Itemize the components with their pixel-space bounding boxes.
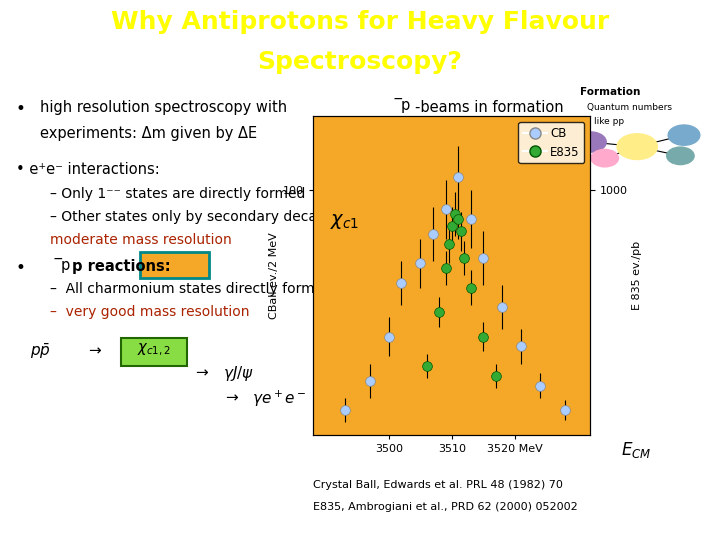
Text: – Other states only by secondary decays: – Other states only by secondary decays bbox=[50, 210, 333, 224]
Text: $\chi_{c1,2}$: $\chi_{c1,2}$ bbox=[137, 341, 171, 357]
Text: •: • bbox=[16, 259, 26, 278]
Text: Spectroscopy?: Spectroscopy? bbox=[258, 50, 462, 75]
Text: (beam cooling): (beam cooling) bbox=[369, 126, 483, 141]
Circle shape bbox=[575, 132, 606, 152]
Text: $\chi_{c1}$: $\chi_{c1}$ bbox=[330, 212, 359, 231]
Text: beam: beam bbox=[337, 130, 366, 140]
Bar bbox=[121, 339, 187, 366]
Text: $E_{CM}$: $E_{CM}$ bbox=[621, 440, 651, 460]
Text: Why Antiprotons for Heavy Flavour: Why Antiprotons for Heavy Flavour bbox=[111, 10, 609, 35]
Text: – Only 1⁻⁻ states are directly formed: – Only 1⁻⁻ states are directly formed bbox=[50, 187, 306, 201]
Text: $\rightarrow$: $\rightarrow$ bbox=[86, 342, 104, 357]
Text: moderate mass resolution: moderate mass resolution bbox=[50, 233, 232, 247]
Text: E835, Ambrogiani et al., PRD 62 (2000) 052002: E835, Ambrogiani et al., PRD 62 (2000) 0… bbox=[313, 502, 578, 512]
Circle shape bbox=[617, 134, 657, 159]
Bar bbox=[140, 252, 209, 278]
Text: ̅p: ̅p bbox=[402, 98, 411, 113]
Text: -beams in formation: -beams in formation bbox=[415, 100, 563, 115]
Text: $\gamma e^+e^-$: $\gamma e^+e^-$ bbox=[252, 389, 307, 409]
Text: Crystal Ball, Edwards et al. PRL 48 (1982) 70: Crystal Ball, Edwards et al. PRL 48 (198… bbox=[313, 480, 563, 490]
Y-axis label: E 835 ev./pb: E 835 ev./pb bbox=[632, 241, 642, 310]
Text: –  very good mass resolution: – very good mass resolution bbox=[50, 305, 250, 319]
Text: high resolution spectroscopy with: high resolution spectroscopy with bbox=[40, 100, 292, 115]
Text: p reactions:: p reactions: bbox=[72, 259, 171, 274]
Circle shape bbox=[668, 125, 700, 145]
Text: • e⁺e⁻ interactions:: • e⁺e⁻ interactions: bbox=[16, 162, 160, 177]
Text: ̅p: ̅p bbox=[61, 258, 71, 273]
Circle shape bbox=[591, 150, 618, 167]
Circle shape bbox=[667, 147, 694, 165]
Text: Formation: Formation bbox=[580, 87, 640, 97]
Y-axis label: CBall ev./2 MeV: CBall ev./2 MeV bbox=[269, 232, 279, 319]
Text: $\rightarrow$: $\rightarrow$ bbox=[223, 389, 240, 404]
Text: $p\bar{p}$: $p\bar{p}$ bbox=[30, 342, 51, 361]
Text: experiments: Δm given by ΔE: experiments: Δm given by ΔE bbox=[40, 126, 257, 141]
Text: •: • bbox=[16, 100, 26, 118]
Text: $\rightarrow$: $\rightarrow$ bbox=[193, 364, 210, 379]
Text: $\gamma J/\psi$: $\gamma J/\psi$ bbox=[223, 364, 254, 383]
Text: Quantum numbers: Quantum numbers bbox=[587, 103, 672, 112]
Text: like pp: like pp bbox=[594, 117, 624, 126]
Legend: CB, E835: CB, E835 bbox=[518, 122, 585, 163]
Text: –  All charmonium states directly formed: – All charmonium states directly formed bbox=[50, 282, 333, 296]
